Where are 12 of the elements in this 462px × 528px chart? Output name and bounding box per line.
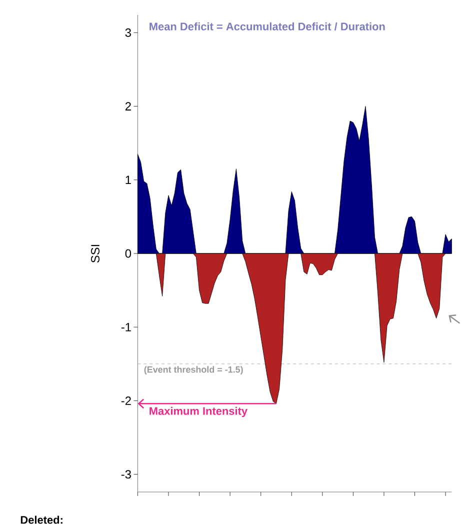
y-tick-label: 0 <box>125 249 132 258</box>
y-axis-title: SSI <box>91 244 100 263</box>
y-tick-label: 1 <box>126 176 131 184</box>
annotation: Maximum Intensity <box>150 406 248 418</box>
y-tick-label: -1 <box>121 322 131 332</box>
y-tick-label: -2 <box>121 396 131 405</box>
y-tick-label: 3 <box>125 28 131 37</box>
annotation: Mean Deficit = Accumulated Deficit / Duration <box>150 22 385 31</box>
ref-line-label: (Event threshold = -1.5) <box>144 366 243 374</box>
y-tick-label: -3 <box>121 470 131 479</box>
y-tick-label: 2 <box>125 102 131 110</box>
text: Deleted: <box>20 516 62 524</box>
